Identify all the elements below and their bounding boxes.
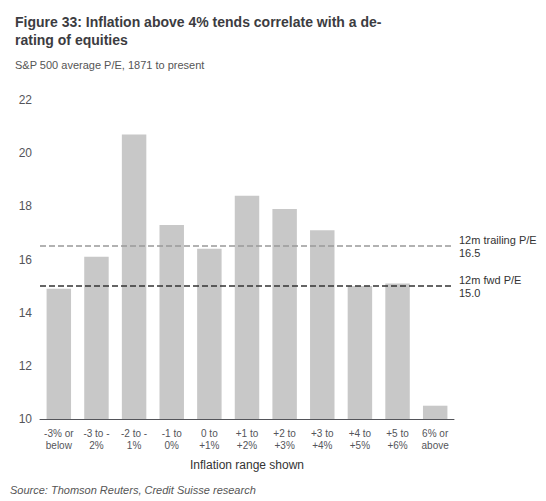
- svg-text:+2 to: +2 to: [273, 428, 296, 439]
- svg-text:+3%: +3%: [274, 440, 294, 451]
- svg-text:Source: Thomson Reuters, Credi: Source: Thomson Reuters, Credit Suisse r…: [10, 484, 256, 496]
- svg-text:+3 to: +3 to: [311, 428, 334, 439]
- svg-text:12m fwd P/E: 12m fwd P/E: [459, 274, 521, 286]
- svg-text:+1 to: +1 to: [236, 428, 259, 439]
- svg-text:16.5: 16.5: [459, 247, 480, 259]
- svg-text:-3% or: -3% or: [44, 428, 74, 439]
- svg-text:2%: 2%: [89, 440, 104, 451]
- svg-text:0 to: 0 to: [201, 428, 218, 439]
- svg-text:above: above: [422, 440, 450, 451]
- svg-text:16: 16: [19, 253, 33, 267]
- svg-text:10: 10: [19, 412, 33, 426]
- svg-text:S&P 500 average P/E, 1871 to p: S&P 500 average P/E, 1871 to present: [15, 59, 204, 71]
- svg-text:-3 to -: -3 to -: [83, 428, 109, 439]
- svg-text:+4 to: +4 to: [349, 428, 372, 439]
- svg-text:Inflation range shown: Inflation range shown: [190, 458, 304, 472]
- svg-text:15.0: 15.0: [459, 287, 480, 299]
- svg-text:18: 18: [19, 199, 33, 213]
- svg-text:+5%: +5%: [350, 440, 370, 451]
- svg-text:22: 22: [19, 93, 33, 107]
- svg-text:20: 20: [19, 146, 33, 160]
- svg-text:rating of equities: rating of equities: [15, 32, 128, 48]
- svg-text:+2%: +2%: [237, 440, 257, 451]
- svg-text:-2 to -: -2 to -: [121, 428, 147, 439]
- svg-text:+1%: +1%: [199, 440, 219, 451]
- svg-text:below: below: [46, 440, 73, 451]
- svg-text:6% or: 6% or: [422, 428, 449, 439]
- svg-text:14: 14: [19, 306, 33, 320]
- svg-text:+5 to: +5 to: [386, 428, 409, 439]
- svg-text:0%: 0%: [165, 440, 180, 451]
- svg-text:+4%: +4%: [312, 440, 332, 451]
- svg-text:1%: 1%: [127, 440, 142, 451]
- svg-text:12m trailing P/E: 12m trailing P/E: [459, 234, 537, 246]
- svg-text:-1 to: -1 to: [162, 428, 182, 439]
- svg-text:+6%: +6%: [387, 440, 407, 451]
- svg-text:Figure 33: Inflation above 4%: Figure 33: Inflation above 4% tends corr…: [15, 14, 382, 30]
- svg-text:12: 12: [19, 359, 33, 373]
